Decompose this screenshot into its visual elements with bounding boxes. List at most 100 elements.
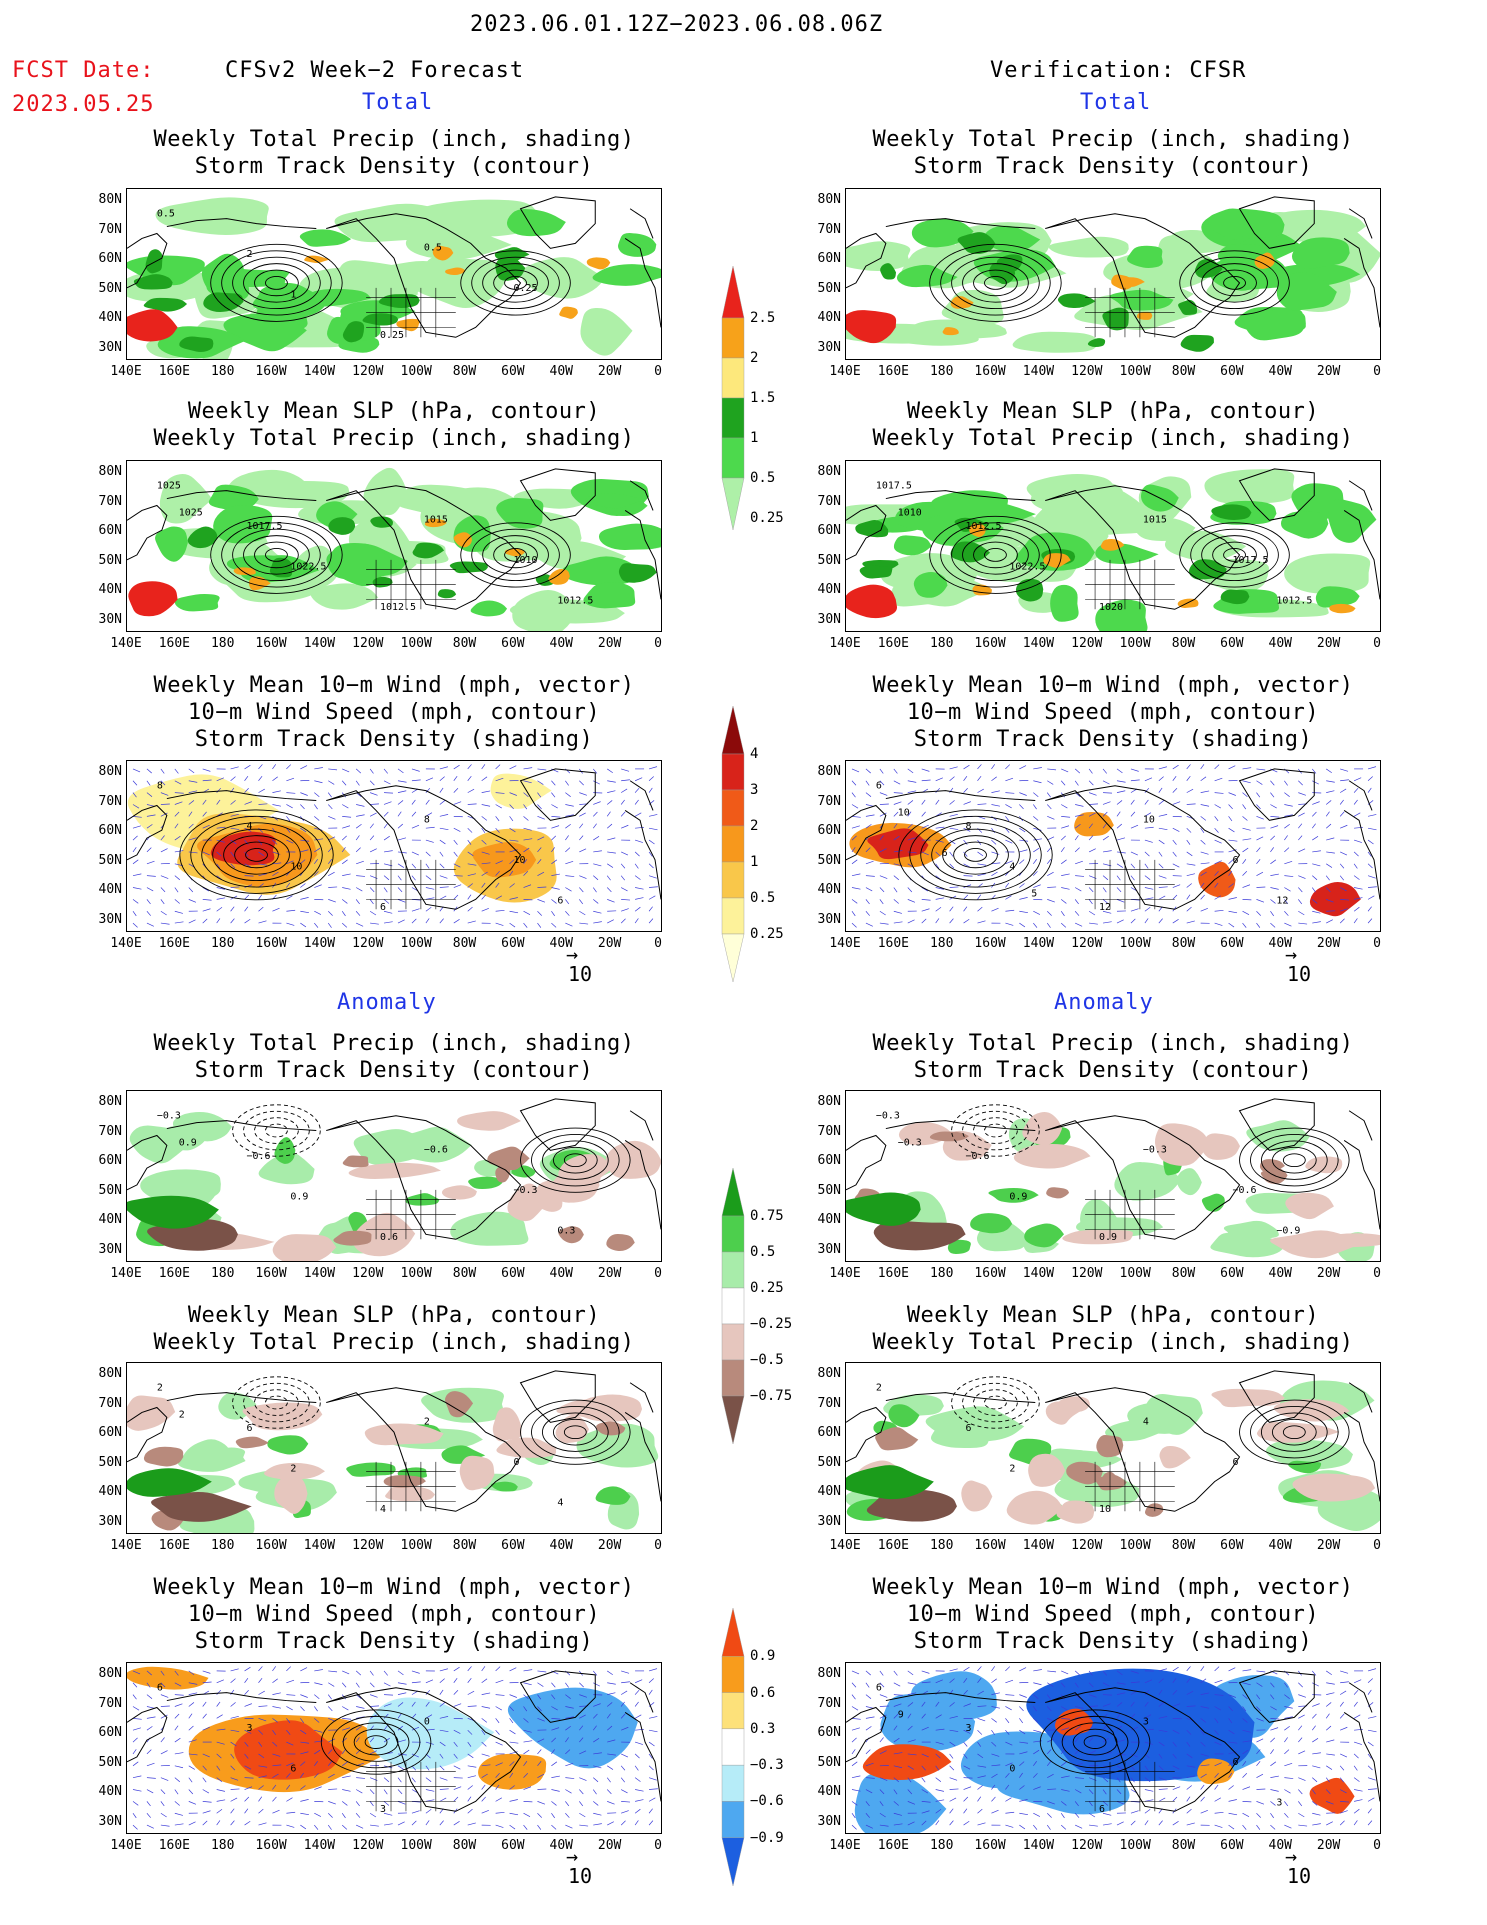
wind-vector (160, 780, 166, 786)
latitude-label: 70N (98, 221, 122, 237)
wind-vector (327, 1812, 333, 1818)
wind-vector (537, 899, 546, 903)
wind-vector (188, 1682, 198, 1685)
forecast-map-tp2: 1025 1017.5 1022.5 1012.5 1015 1010 1012.5 1025 (126, 460, 662, 632)
wind-vector (851, 1727, 860, 1731)
wind-vector (1172, 1703, 1181, 1707)
wind-vector (851, 816, 861, 818)
wind-vector (1340, 1753, 1348, 1758)
storm-track-3 (210, 831, 276, 866)
wind-vector (620, 887, 628, 892)
forecast-column-title: CFSv2 Week−2 Forecast (225, 58, 525, 83)
latitude-label: 80N (817, 464, 841, 479)
wind-vector (216, 1741, 225, 1745)
wind-vector (1088, 1812, 1096, 1818)
panel-title-line: Weekly Total Precip (inch, shading) (872, 1330, 1354, 1355)
longitude-label: 140E (829, 1266, 861, 1281)
wind-vector (1186, 1666, 1191, 1672)
wind-vector (230, 1820, 235, 1826)
wind-vector (1228, 827, 1235, 833)
wind-vector (1144, 1701, 1149, 1707)
wind-vector (369, 848, 377, 853)
wind-vector (411, 1713, 417, 1719)
wind-vector (1033, 1682, 1042, 1686)
contour-label: 0 (514, 1457, 520, 1468)
wind-vector (648, 1797, 656, 1802)
wind-vector (935, 777, 943, 782)
wind-vector (579, 812, 586, 817)
wind-vector (272, 851, 281, 855)
wind-vector (481, 790, 491, 793)
wind-vector (481, 1809, 489, 1814)
precip-0.5 (470, 600, 508, 617)
anom-precip-neg (487, 1146, 530, 1171)
wind-vector (620, 1765, 626, 1771)
wind-vector (1325, 875, 1330, 881)
wind-vector (1214, 827, 1219, 833)
wind-vector (935, 1714, 942, 1719)
wind-vector (146, 1749, 152, 1755)
wind-vector (1228, 1741, 1238, 1744)
latitude-label: 60N (98, 523, 122, 538)
wind-vector (160, 1670, 165, 1676)
longitude-label: 140W (1022, 1266, 1055, 1281)
wind-vector (963, 839, 968, 845)
wind-vector (907, 780, 917, 783)
wind-vector (1354, 1799, 1363, 1802)
wind-vector (439, 1741, 446, 1747)
wind-vector (146, 780, 151, 786)
wind-vector (879, 1789, 885, 1795)
coastline (1343, 208, 1380, 328)
wind-vector (355, 899, 360, 905)
wind-vector (1186, 1822, 1195, 1826)
wind-vector (397, 1801, 406, 1805)
wind-vector (879, 910, 886, 916)
wind-vector (1298, 1789, 1303, 1795)
longitude-label: 160E (158, 1266, 191, 1281)
wind-vector (146, 860, 155, 865)
contour-line (1061, 1722, 1129, 1762)
wind-vector (1060, 1761, 1067, 1767)
wind-vector (1284, 1789, 1291, 1794)
wind-vector (383, 1823, 393, 1826)
longitude-label: 0 (1373, 364, 1381, 379)
longitude-label: 100W (1119, 1266, 1151, 1281)
contour-line (563, 1153, 587, 1168)
wind-vector (1270, 922, 1276, 928)
wind-vector (1270, 1824, 1276, 1830)
colorbar-swatch (721, 357, 745, 399)
wind-vector (188, 1753, 198, 1756)
wind-vector (1144, 1689, 1150, 1695)
wind-vector (1367, 814, 1377, 817)
wind-vector (851, 1670, 860, 1675)
anom-precip-neg (1066, 1461, 1103, 1485)
contour-line (471, 256, 560, 310)
wind-vector (907, 1670, 914, 1676)
wind-vector (411, 851, 419, 856)
wind-vector (1158, 1797, 1166, 1802)
wind-vector (146, 1789, 154, 1794)
wind-vector (1340, 1681, 1349, 1684)
wind-vector (1102, 1725, 1107, 1731)
wind-vector (216, 1753, 222, 1759)
wind-vector (1270, 847, 1274, 853)
wind-vector (1228, 1761, 1234, 1767)
contour-label: 6 (1233, 855, 1239, 866)
colorbar-swatch (721, 753, 745, 791)
wind-vector (509, 922, 516, 928)
wind-vector (977, 1741, 982, 1747)
panel-title: Weekly Mean 10−m Wind (mph, vector) 10−m … (106, 1574, 682, 1655)
wind-vector (230, 1788, 240, 1790)
longitude-label: 180 (929, 1266, 954, 1281)
longitude-label: 100W (400, 1266, 432, 1281)
wind-vector (397, 887, 403, 893)
wind-vector (1270, 1775, 1279, 1778)
wind-vector (327, 910, 333, 916)
wind-vector (1116, 1801, 1125, 1805)
precip-light (1133, 517, 1196, 541)
wind-vector (1158, 1702, 1165, 1707)
wind-vector (593, 899, 599, 904)
wind-vector (1047, 816, 1055, 820)
wind-vector (1033, 1706, 1037, 1712)
